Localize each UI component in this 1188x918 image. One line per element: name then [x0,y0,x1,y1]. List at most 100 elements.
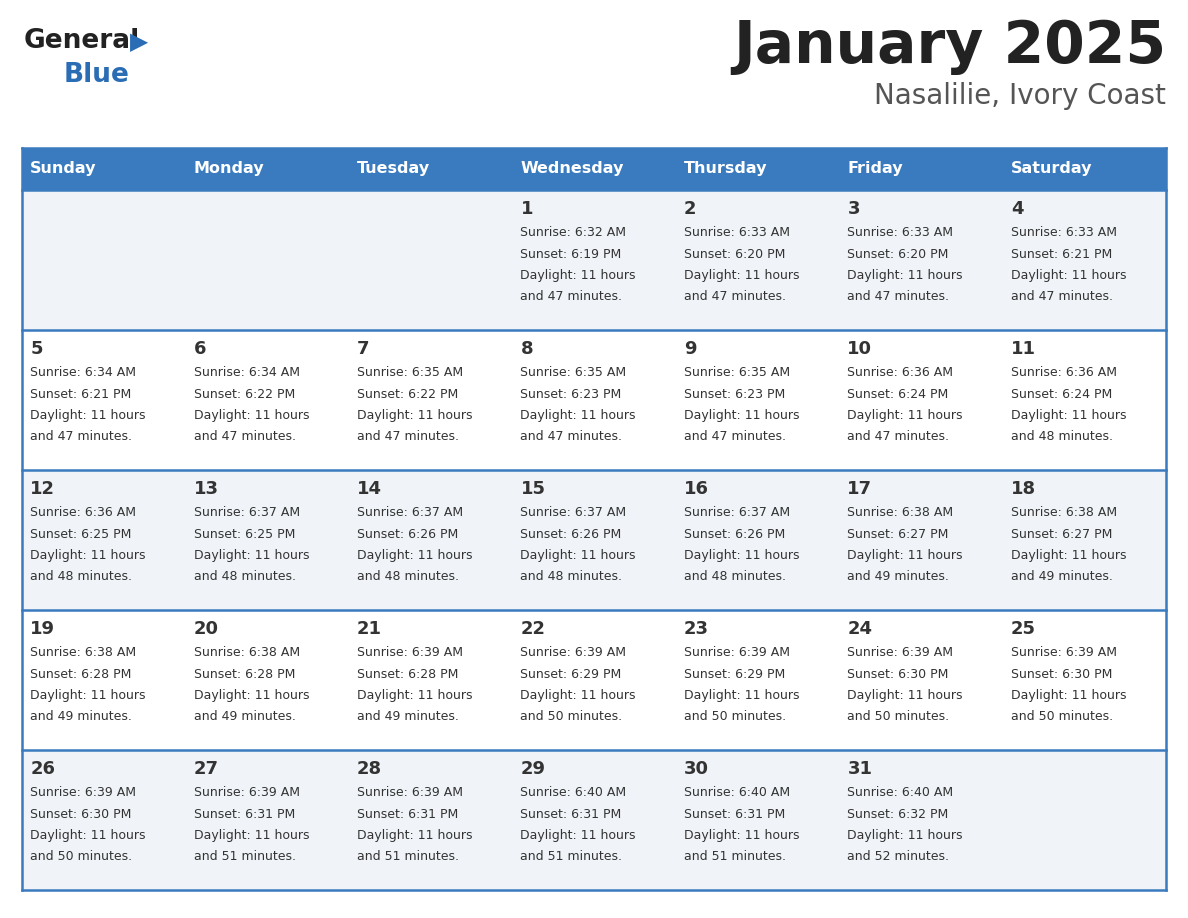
Text: Sunrise: 6:37 AM: Sunrise: 6:37 AM [520,506,626,519]
Text: Daylight: 11 hours: Daylight: 11 hours [1011,549,1126,562]
Text: Friday: Friday [847,162,903,176]
Text: Sunset: 6:20 PM: Sunset: 6:20 PM [847,248,949,261]
Text: and 51 minutes.: and 51 minutes. [358,850,459,864]
Text: 25: 25 [1011,620,1036,638]
Text: Sunset: 6:21 PM: Sunset: 6:21 PM [30,387,132,400]
Text: Daylight: 11 hours: Daylight: 11 hours [30,549,146,562]
Text: Sunset: 6:23 PM: Sunset: 6:23 PM [520,387,621,400]
Text: 21: 21 [358,620,383,638]
Text: Sunrise: 6:33 AM: Sunrise: 6:33 AM [847,226,953,239]
Text: Blue: Blue [64,62,129,88]
Text: 14: 14 [358,480,383,498]
Bar [1003,470,1165,610]
Bar [512,190,676,330]
Text: Daylight: 11 hours: Daylight: 11 hours [358,829,473,842]
Text: Sunrise: 6:36 AM: Sunrise: 6:36 AM [1011,366,1117,379]
Text: Daylight: 11 hours: Daylight: 11 hours [847,689,962,702]
Text: Daylight: 11 hours: Daylight: 11 hours [1011,269,1126,282]
Text: Sunset: 6:23 PM: Sunset: 6:23 PM [684,387,785,400]
Text: 7: 7 [358,340,369,358]
Bar [676,190,839,330]
Text: Sunset: 6:21 PM: Sunset: 6:21 PM [1011,248,1112,261]
Text: and 47 minutes.: and 47 minutes. [847,290,949,304]
Bar [349,330,512,470]
Text: and 48 minutes.: and 48 minutes. [684,570,786,584]
Text: and 47 minutes.: and 47 minutes. [684,431,786,443]
Bar [1003,750,1165,890]
Text: and 47 minutes.: and 47 minutes. [30,431,132,443]
Text: Sunrise: 6:35 AM: Sunrise: 6:35 AM [684,366,790,379]
Text: Sunset: 6:26 PM: Sunset: 6:26 PM [684,528,785,541]
Text: Sunset: 6:30 PM: Sunset: 6:30 PM [847,667,949,680]
Text: Sunday: Sunday [30,162,96,176]
Text: Daylight: 11 hours: Daylight: 11 hours [1011,689,1126,702]
Text: 20: 20 [194,620,219,638]
Bar [185,148,349,190]
Text: Monday: Monday [194,162,264,176]
Text: 1: 1 [520,200,533,218]
Bar [839,148,1003,190]
Text: Daylight: 11 hours: Daylight: 11 hours [194,409,309,422]
Text: and 47 minutes.: and 47 minutes. [684,290,786,304]
Text: Daylight: 11 hours: Daylight: 11 hours [520,409,636,422]
Bar [185,750,349,890]
Bar [349,190,512,330]
Text: 2: 2 [684,200,696,218]
Bar [839,330,1003,470]
Text: Sunset: 6:28 PM: Sunset: 6:28 PM [30,667,132,680]
Text: Sunrise: 6:36 AM: Sunrise: 6:36 AM [847,366,953,379]
Text: Sunrise: 6:39 AM: Sunrise: 6:39 AM [847,646,953,659]
Text: and 47 minutes.: and 47 minutes. [520,431,623,443]
Text: Sunset: 6:22 PM: Sunset: 6:22 PM [358,387,459,400]
Text: 13: 13 [194,480,219,498]
Text: Sunrise: 6:39 AM: Sunrise: 6:39 AM [684,646,790,659]
Text: 30: 30 [684,760,709,778]
Text: Daylight: 11 hours: Daylight: 11 hours [684,269,800,282]
Text: 4: 4 [1011,200,1023,218]
Text: Daylight: 11 hours: Daylight: 11 hours [30,829,146,842]
Bar [23,470,185,610]
Text: Sunset: 6:24 PM: Sunset: 6:24 PM [1011,387,1112,400]
Bar [839,190,1003,330]
Text: 23: 23 [684,620,709,638]
Bar [1003,190,1165,330]
Bar [676,470,839,610]
Text: Sunrise: 6:38 AM: Sunrise: 6:38 AM [30,646,137,659]
Text: Sunrise: 6:37 AM: Sunrise: 6:37 AM [358,506,463,519]
Text: Daylight: 11 hours: Daylight: 11 hours [520,689,636,702]
Bar [512,148,676,190]
Text: 5: 5 [30,340,43,358]
Bar [185,330,349,470]
Text: 6: 6 [194,340,206,358]
Text: Sunrise: 6:40 AM: Sunrise: 6:40 AM [684,786,790,799]
Text: Sunrise: 6:39 AM: Sunrise: 6:39 AM [358,646,463,659]
Text: Daylight: 11 hours: Daylight: 11 hours [684,549,800,562]
Text: 16: 16 [684,480,709,498]
Text: Sunset: 6:20 PM: Sunset: 6:20 PM [684,248,785,261]
Text: 8: 8 [520,340,533,358]
Text: Sunrise: 6:38 AM: Sunrise: 6:38 AM [1011,506,1117,519]
Bar [185,610,349,750]
Text: Daylight: 11 hours: Daylight: 11 hours [520,549,636,562]
Text: and 49 minutes.: and 49 minutes. [194,711,296,723]
Text: and 49 minutes.: and 49 minutes. [847,570,949,584]
Bar [839,470,1003,610]
Text: 22: 22 [520,620,545,638]
Text: and 50 minutes.: and 50 minutes. [684,711,786,723]
Text: Daylight: 11 hours: Daylight: 11 hours [520,269,636,282]
Bar [512,750,676,890]
Text: Sunrise: 6:33 AM: Sunrise: 6:33 AM [1011,226,1117,239]
Text: Sunset: 6:32 PM: Sunset: 6:32 PM [847,808,948,821]
Text: 11: 11 [1011,340,1036,358]
Text: and 47 minutes.: and 47 minutes. [520,290,623,304]
Text: Sunset: 6:31 PM: Sunset: 6:31 PM [358,808,459,821]
Text: and 49 minutes.: and 49 minutes. [358,711,459,723]
Text: 15: 15 [520,480,545,498]
Text: Daylight: 11 hours: Daylight: 11 hours [358,409,473,422]
Text: Sunrise: 6:39 AM: Sunrise: 6:39 AM [30,786,137,799]
Text: Daylight: 11 hours: Daylight: 11 hours [847,549,962,562]
Text: Nasalilie, Ivory Coast: Nasalilie, Ivory Coast [874,82,1165,110]
Text: and 51 minutes.: and 51 minutes. [684,850,786,864]
Text: Sunrise: 6:38 AM: Sunrise: 6:38 AM [847,506,954,519]
Text: Sunset: 6:27 PM: Sunset: 6:27 PM [847,528,949,541]
